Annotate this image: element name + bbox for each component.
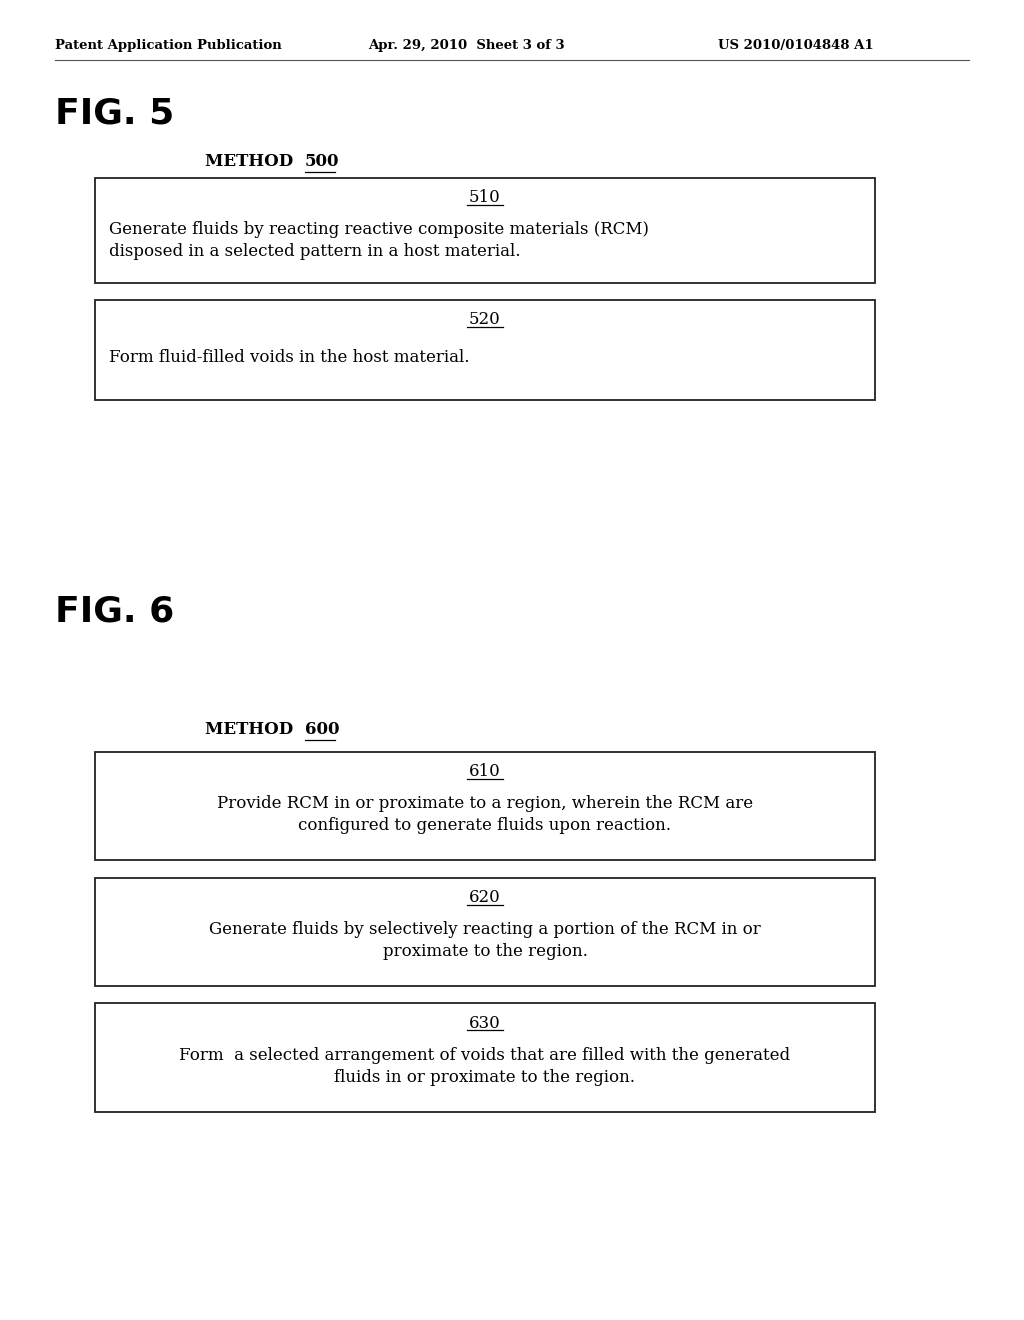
FancyBboxPatch shape [95, 1003, 874, 1111]
Text: Apr. 29, 2010  Sheet 3 of 3: Apr. 29, 2010 Sheet 3 of 3 [368, 40, 564, 53]
Text: US 2010/0104848 A1: US 2010/0104848 A1 [718, 40, 873, 53]
FancyBboxPatch shape [95, 178, 874, 282]
Text: fluids in or proximate to the region.: fluids in or proximate to the region. [335, 1068, 636, 1085]
Text: FIG. 6: FIG. 6 [55, 595, 174, 630]
Text: Form  a selected arrangement of voids that are filled with the generated: Form a selected arrangement of voids tha… [179, 1047, 791, 1064]
Text: 600: 600 [305, 722, 340, 738]
Text: 630: 630 [469, 1015, 501, 1031]
Text: 620: 620 [469, 890, 501, 907]
Text: METHOD: METHOD [205, 153, 305, 170]
FancyBboxPatch shape [95, 878, 874, 986]
Text: 510: 510 [469, 190, 501, 206]
Text: proximate to the region.: proximate to the region. [383, 944, 588, 961]
FancyBboxPatch shape [95, 300, 874, 400]
Text: configured to generate fluids upon reaction.: configured to generate fluids upon react… [299, 817, 672, 834]
Text: FIG. 5: FIG. 5 [55, 96, 174, 129]
Text: Generate fluids by selectively reacting a portion of the RCM in or: Generate fluids by selectively reacting … [209, 921, 761, 939]
FancyBboxPatch shape [95, 752, 874, 861]
Text: Patent Application Publication: Patent Application Publication [55, 40, 282, 53]
Text: Generate fluids by reacting reactive composite materials (RCM): Generate fluids by reacting reactive com… [109, 222, 649, 239]
Text: 520: 520 [469, 312, 501, 329]
Text: 500: 500 [305, 153, 340, 170]
Text: Provide RCM in or proximate to a region, wherein the RCM are: Provide RCM in or proximate to a region,… [217, 796, 753, 813]
Text: Form fluid-filled voids in the host material.: Form fluid-filled voids in the host mate… [109, 350, 469, 367]
Text: METHOD: METHOD [205, 722, 305, 738]
Text: 610: 610 [469, 763, 501, 780]
Text: disposed in a selected pattern in a host material.: disposed in a selected pattern in a host… [109, 243, 520, 260]
